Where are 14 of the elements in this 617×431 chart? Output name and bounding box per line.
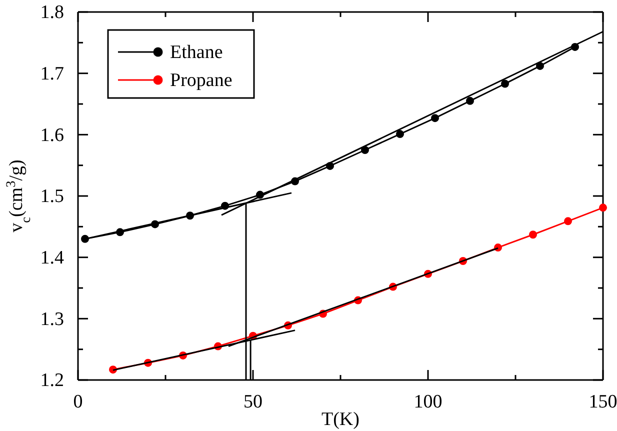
x-tick-label: 50 (244, 391, 262, 412)
y-tick-label: 1.5 (40, 186, 64, 208)
y-tick-label: 1.7 (40, 63, 64, 84)
y-tick-label: 1.3 (40, 308, 64, 330)
legend-label: Propane (170, 70, 232, 91)
x-axis-title: T(K) (322, 409, 360, 430)
y-tick-label: 1.8 (40, 2, 64, 24)
x-tick-label: 150 (588, 391, 617, 412)
y-tick-label: 1.2 (40, 370, 64, 392)
x-tick-label: 0 (73, 391, 83, 412)
legend-label: Ethane (170, 42, 223, 63)
y-tick-label: 1.4 (40, 247, 64, 268)
y-tick-label: 1.6 (40, 124, 64, 146)
x-tick-label: 100 (414, 391, 442, 412)
